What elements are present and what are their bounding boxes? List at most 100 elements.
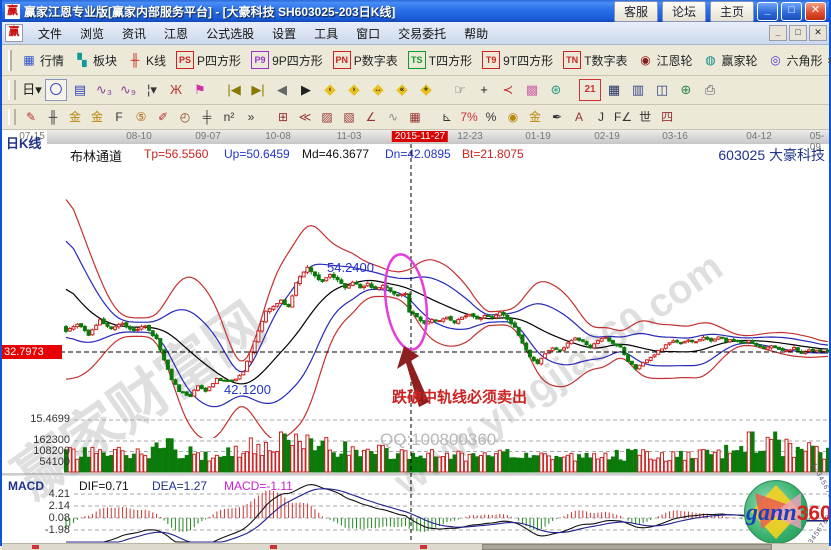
toolbar-button-gann-wheel[interactable]: ◉ 江恩轮 bbox=[632, 50, 697, 71]
tool-notes[interactable]: ▥ bbox=[631, 82, 645, 97]
horizontal-scrollbar[interactable] bbox=[2, 543, 829, 550]
tool-compare-9-chart[interactable]: ∿₉ bbox=[119, 82, 137, 97]
tool-shi-angle[interactable]: 世 bbox=[639, 110, 652, 124]
tool-step-line[interactable]: ⊾ bbox=[441, 110, 453, 124]
toolbar-button-9p-square[interactable]: P9 9P四方形 bbox=[246, 49, 328, 71]
maximize-button[interactable]: □ bbox=[781, 1, 802, 21]
toolbar-button-t-number-table[interactable]: TN T数字表 bbox=[558, 49, 632, 71]
menu-item-2[interactable]: 资讯 bbox=[122, 26, 147, 41]
macd-panel-label[interactable]: MACD bbox=[8, 479, 44, 493]
tool-more-grids[interactable]: » bbox=[247, 110, 255, 124]
tool-percent-line[interactable]: % bbox=[485, 110, 497, 124]
tool-period-daily-dropdown[interactable]: 日▾ bbox=[22, 82, 42, 97]
toolbar-overflow-chevron[interactable]: » bbox=[828, 53, 831, 67]
menu-item-3[interactable]: 江恩 bbox=[164, 26, 189, 41]
menu-item-7[interactable]: 窗口 bbox=[356, 26, 381, 41]
toolbar-button-kline[interactable]: ╫ K线 bbox=[122, 50, 171, 71]
menu-item-0[interactable]: 文件 bbox=[38, 26, 63, 41]
tool-pattern-tool[interactable]: Ж bbox=[169, 82, 182, 97]
tool-time-grid[interactable]: ╫ bbox=[48, 110, 58, 124]
tool-wave-line[interactable]: ∿ bbox=[387, 110, 399, 124]
tool-neural-tool[interactable]: ⊛ bbox=[550, 82, 562, 97]
tool-save[interactable]: ◫ bbox=[655, 82, 669, 97]
tool-compress-right[interactable]: ◆ › bbox=[343, 79, 365, 101]
menu-item-9[interactable]: 帮助 bbox=[464, 26, 489, 41]
tool-compress-both[interactable]: ◆ ↔ bbox=[367, 79, 389, 101]
tool-page-left[interactable]: ◀ bbox=[277, 82, 287, 97]
tool-angle-line[interactable]: ∠ bbox=[365, 110, 377, 124]
tool-measure-tool[interactable]: ≺ bbox=[502, 82, 514, 97]
tool-dense-grid[interactable]: ▦ bbox=[409, 110, 421, 124]
tool-hand-tool[interactable]: ☞ bbox=[454, 82, 466, 97]
tool-print[interactable]: ⎙ bbox=[704, 82, 716, 97]
tool-jump-last[interactable]: ▶| bbox=[251, 82, 265, 97]
tool-compress-left[interactable]: ◆ ‹ bbox=[319, 79, 341, 101]
tool-j-angle[interactable]: J bbox=[598, 110, 604, 124]
scrollbar-thumb[interactable] bbox=[482, 544, 772, 550]
mdi-close-button[interactable]: ✕ bbox=[809, 25, 827, 41]
tool-draw-pen[interactable]: ✎ bbox=[25, 110, 37, 124]
tool-gold-level[interactable]: 金 bbox=[528, 110, 541, 124]
tool-ellipse-indicator[interactable]: 〇 bbox=[45, 79, 67, 101]
mdi-minimize-button[interactable]: _ bbox=[769, 25, 787, 41]
tool-crosshair-tool[interactable]: + bbox=[480, 82, 488, 97]
kline-chart-canvas[interactable] bbox=[2, 130, 829, 544]
tool-info-view[interactable]: ▤ bbox=[73, 82, 87, 97]
date-tick-12-23: 12-23 bbox=[457, 131, 483, 142]
tool-time-cycle[interactable]: ◴ bbox=[179, 110, 191, 124]
toolbar-button-p-square[interactable]: PS P四方形 bbox=[171, 49, 246, 71]
tool-fit-all[interactable]: ◆ + bbox=[415, 79, 437, 101]
price-grid-label: 15.4699 bbox=[30, 413, 70, 425]
tool-gann-box[interactable]: ⊞ bbox=[277, 110, 289, 124]
tool-expand-both[interactable]: ◆ « bbox=[391, 79, 413, 101]
tool-flag-chart-tool[interactable]: ⚑ bbox=[194, 82, 206, 97]
forum-button[interactable]: 论坛 bbox=[661, 0, 706, 22]
tool-wave5-grid[interactable]: ⑤ bbox=[135, 110, 147, 124]
toolbar-button-t-square[interactable]: TS T四方形 bbox=[403, 49, 477, 71]
toolbar-grip-3[interactable] bbox=[8, 108, 16, 126]
toolbar-grip-2[interactable] bbox=[8, 80, 16, 100]
toolbar-button-sectors[interactable]: ▚ 板块 bbox=[69, 50, 122, 71]
tool-gold-section-grid[interactable]: 金 bbox=[90, 110, 103, 124]
menu-item-4[interactable]: 公式选股 bbox=[206, 26, 255, 41]
menu-item-8[interactable]: 交易委托 bbox=[398, 26, 447, 41]
customer-service-button[interactable]: 客服 bbox=[613, 0, 658, 22]
minimize-button[interactable]: _ bbox=[757, 1, 778, 21]
tool-gold-ratio-grid[interactable]: 金 bbox=[68, 110, 81, 124]
menu-item-6[interactable]: 工具 bbox=[314, 26, 339, 41]
tool-square-of-nine[interactable]: n² bbox=[223, 110, 235, 124]
tool-box-fan[interactable]: ▨ bbox=[321, 110, 333, 124]
tool-calendar[interactable]: 21 bbox=[579, 79, 601, 101]
tool-candle-style-dropdown[interactable]: ¦▾ bbox=[147, 82, 157, 97]
tool-jump-first[interactable]: |◀ bbox=[227, 82, 241, 97]
tool-mark-brush[interactable]: ✐ bbox=[157, 110, 169, 124]
toolbar-grip[interactable] bbox=[8, 49, 12, 71]
tool-f-angle[interactable]: F∠ bbox=[614, 110, 633, 124]
toolbar-button-9t-square[interactable]: T9 9T四方形 bbox=[477, 49, 558, 71]
tool-four-tool[interactable]: 四 bbox=[661, 110, 674, 124]
tool-fib-grid[interactable]: F bbox=[115, 110, 123, 124]
tool-percent-zone[interactable]: 7% bbox=[460, 110, 478, 124]
tool-box-grid[interactable]: ▧ bbox=[343, 110, 355, 124]
tool-ribbon-tool[interactable]: ▩ bbox=[525, 82, 539, 97]
close-button[interactable]: ✕ bbox=[805, 1, 826, 21]
homepage-button[interactable]: 主页 bbox=[709, 0, 754, 22]
toolbar-button-p-number-table[interactable]: PN P数字表 bbox=[328, 49, 403, 71]
tool-gann-fan[interactable]: ≪ bbox=[298, 110, 312, 124]
toolbar-button-hexagon[interactable]: ◎ 六角形 bbox=[763, 50, 828, 71]
tool-price-grid[interactable]: ╪ bbox=[202, 110, 212, 124]
toolbar-button-winner-wheel[interactable]: ◍ 赢家轮 bbox=[697, 50, 762, 71]
toolbar-button-quotes[interactable]: ▦ 行情 bbox=[16, 50, 69, 71]
tool-export-chart[interactable]: ⊕ bbox=[680, 82, 692, 97]
indicator-name[interactable]: 布林通道 bbox=[70, 149, 123, 164]
tool-gold-circle[interactable]: ◉ bbox=[507, 110, 519, 124]
menu-item-5[interactable]: 设置 bbox=[272, 26, 297, 41]
tool-a-wave-tool[interactable]: A bbox=[574, 110, 583, 124]
tool-calculator[interactable]: ▦ bbox=[607, 82, 621, 97]
mdi-restore-button[interactable]: □ bbox=[789, 25, 807, 41]
menu-item-1[interactable]: 浏览 bbox=[80, 26, 105, 41]
tool-trend-pen[interactable]: ✒ bbox=[551, 110, 563, 124]
tool-compare-3-chart[interactable]: ∿₃ bbox=[95, 82, 113, 97]
tool-page-right[interactable]: ▶ bbox=[301, 82, 311, 97]
